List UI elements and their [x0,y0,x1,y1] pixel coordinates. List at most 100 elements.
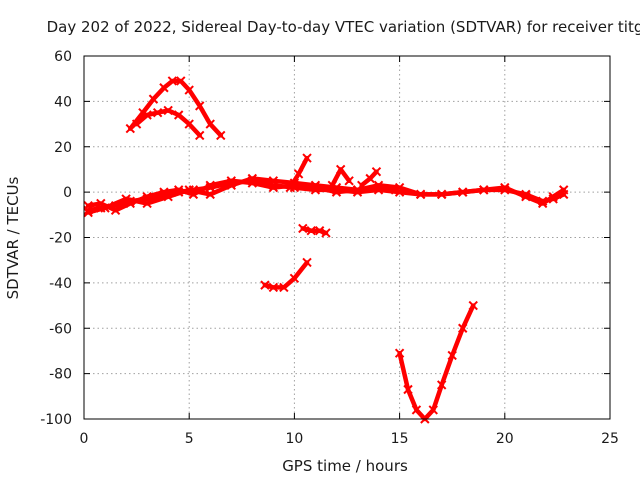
data-point [184,119,194,129]
data-point [521,191,531,202]
y-tick-label: 0 [63,185,72,201]
data-point [344,176,354,186]
data-point [268,176,279,186]
data-point [403,384,413,395]
data-point [260,280,270,290]
y-tick-label: 60 [54,49,72,65]
y-tick-label: 20 [54,140,72,156]
data-point [184,185,194,195]
data-point [479,185,489,195]
chart-title: Day 202 of 2022, Sidereal Day-to-day VTE… [47,18,640,36]
data-point [100,203,110,213]
x-tick-label: 0 [80,431,89,447]
data-point [436,189,447,200]
data-point [167,76,178,86]
data-point [447,350,457,361]
series-line [128,78,224,138]
data-point [302,257,312,268]
ticks: 0 5 10 15 20 25 -100 -80 -60 -40 -20 0 20 40 60 [40,49,619,447]
y-axis-label: SDTVAR / TECUs [4,176,22,299]
data-point [548,191,558,202]
data-point [173,110,184,120]
data-point [306,225,316,236]
data-point [327,180,337,191]
data-point [468,300,478,311]
y-tick-label: -20 [49,231,72,247]
data-point [226,180,236,191]
data-point [121,194,131,204]
data-point [216,130,226,141]
series-arc-upper [125,76,226,141]
data-point [415,189,426,200]
data-point [268,282,279,293]
series-line [85,176,398,215]
data-point [142,110,152,120]
data-point [289,273,300,284]
data-point [83,201,93,211]
data-point [458,323,468,333]
data-point [125,123,135,134]
data-point [293,169,304,179]
y-tick-label: -40 [49,276,72,292]
data-point [302,153,312,163]
series-layer [83,76,569,424]
data-point [142,198,152,209]
x-tick-label: 20 [496,431,514,447]
data-point [195,130,205,141]
series-dip-low [260,257,312,293]
data-point [373,182,384,193]
data-point [500,182,510,193]
data-point [163,191,173,202]
data-point [205,119,215,129]
y-tick-label: 40 [54,94,72,110]
x-tick-label: 25 [601,431,619,447]
series-segment-minus17 [298,223,331,238]
data-point [142,191,152,202]
data-point [279,282,289,293]
data-point [394,348,405,358]
x-tick-label: 10 [285,431,303,447]
data-point [411,405,422,415]
data-point [159,83,169,93]
data-point [537,198,548,209]
x-tick-label: 15 [391,431,409,447]
data-point [458,187,468,197]
x-tick-label: 5 [185,431,194,447]
data-point [176,76,186,86]
series-arc-lower [131,105,205,141]
series-spike-12 [327,164,354,191]
data-point [148,94,159,104]
data-point [205,180,215,191]
data-point [110,205,121,215]
data-point [298,223,308,234]
data-point [357,180,367,191]
data-point [310,180,321,191]
data-point [195,101,205,111]
y-tick-label: -80 [49,367,72,383]
data-point [152,108,163,118]
data-point [321,228,331,238]
data-point [428,405,438,415]
y-tick-label: -100 [40,412,72,428]
series-deep-v [394,300,478,424]
x-axis-label: GPS time / hours [282,457,408,475]
data-point [131,119,142,129]
data-point [436,380,447,390]
data-point [83,207,93,218]
data-point [184,85,194,95]
data-point [247,173,258,184]
data-point [314,225,325,236]
data-point [285,182,295,193]
data-point [268,182,279,193]
data-point [163,105,173,116]
data-point [205,189,215,200]
data-point [559,185,569,195]
data-point [335,164,346,175]
series-line [300,226,329,236]
y-tick-label: -60 [49,321,72,337]
series-rise-to-15 [285,153,312,193]
series-spike-14 [357,166,382,191]
data-point [390,185,401,195]
